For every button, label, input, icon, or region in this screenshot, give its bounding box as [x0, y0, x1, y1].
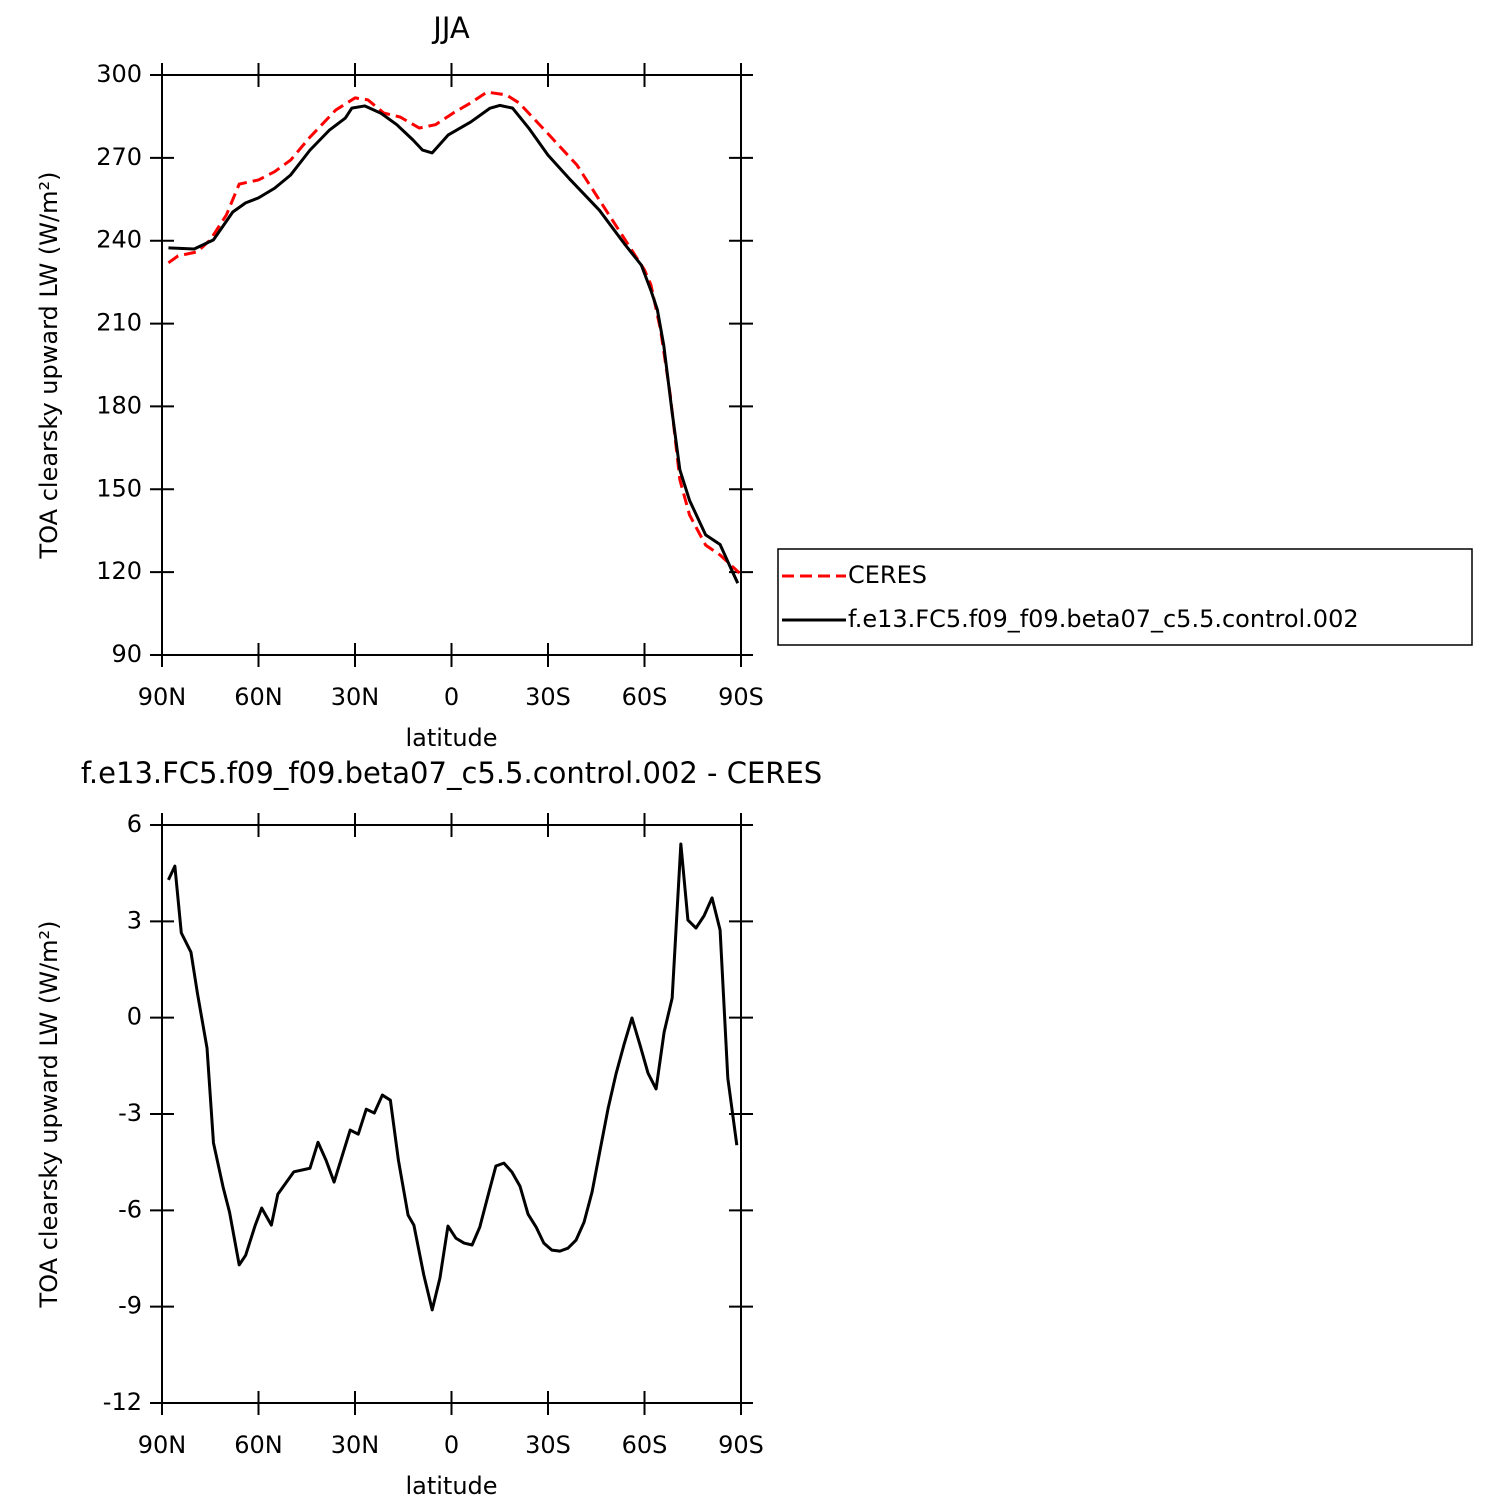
x-axis-label: latitude	[405, 1472, 497, 1500]
legend-label: CERES	[848, 561, 927, 589]
y-axis-label: TOA clearsky upward LW (W/m²)	[35, 921, 63, 1309]
y-tick-label: -9	[118, 1292, 142, 1320]
y-tick-label: 3	[127, 906, 142, 934]
x-tick-label: 60S	[622, 1431, 668, 1459]
y-tick-label: 240	[96, 226, 142, 254]
x-tick-label: 30S	[525, 683, 571, 711]
x-tick-label: 90S	[718, 683, 764, 711]
chart-title: f.e13.FC5.f09_f09.beta07_c5.5.control.00…	[81, 756, 822, 790]
x-tick-label: 60S	[622, 683, 668, 711]
y-tick-label: 90	[111, 640, 142, 668]
y-tick-label: -3	[118, 1099, 142, 1127]
x-tick-label: 0	[444, 683, 459, 711]
x-tick-label: 90N	[138, 1431, 187, 1459]
y-tick-label: 270	[96, 143, 142, 171]
y-tick-label: -12	[103, 1388, 142, 1416]
y-tick-label: 150	[96, 474, 142, 502]
x-tick-label: 90S	[718, 1431, 764, 1459]
x-tick-label: 30S	[525, 1431, 571, 1459]
legend-label: f.e13.FC5.f09_f09.beta07_c5.5.control.00…	[848, 605, 1359, 633]
x-tick-label: 60N	[234, 1431, 283, 1459]
plot-frame	[161, 824, 742, 1404]
y-tick-label: 180	[96, 391, 142, 419]
x-tick-label: 60N	[234, 683, 283, 711]
data-line	[167, 90, 741, 575]
data-line	[167, 842, 739, 1312]
x-tick-label: 30N	[331, 1431, 380, 1459]
x-tick-label: 30N	[331, 683, 380, 711]
legend-box	[777, 548, 1473, 646]
y-axis-label: TOA clearsky upward LW (W/m²)	[35, 172, 63, 560]
y-tick-label: -6	[118, 1195, 142, 1223]
y-tick-label: 120	[96, 557, 142, 585]
data-line	[168, 103, 740, 584]
x-tick-label: 0	[444, 1431, 459, 1459]
x-tick-label: 90N	[138, 683, 187, 711]
x-axis-label: latitude	[405, 724, 497, 752]
y-tick-label: 6	[127, 810, 142, 838]
y-tick-label: 210	[96, 309, 142, 337]
chart-title: JJA	[431, 11, 470, 45]
y-tick-label: 0	[127, 1003, 142, 1031]
y-tick-label: 300	[96, 60, 142, 88]
plot-frame	[161, 74, 742, 656]
